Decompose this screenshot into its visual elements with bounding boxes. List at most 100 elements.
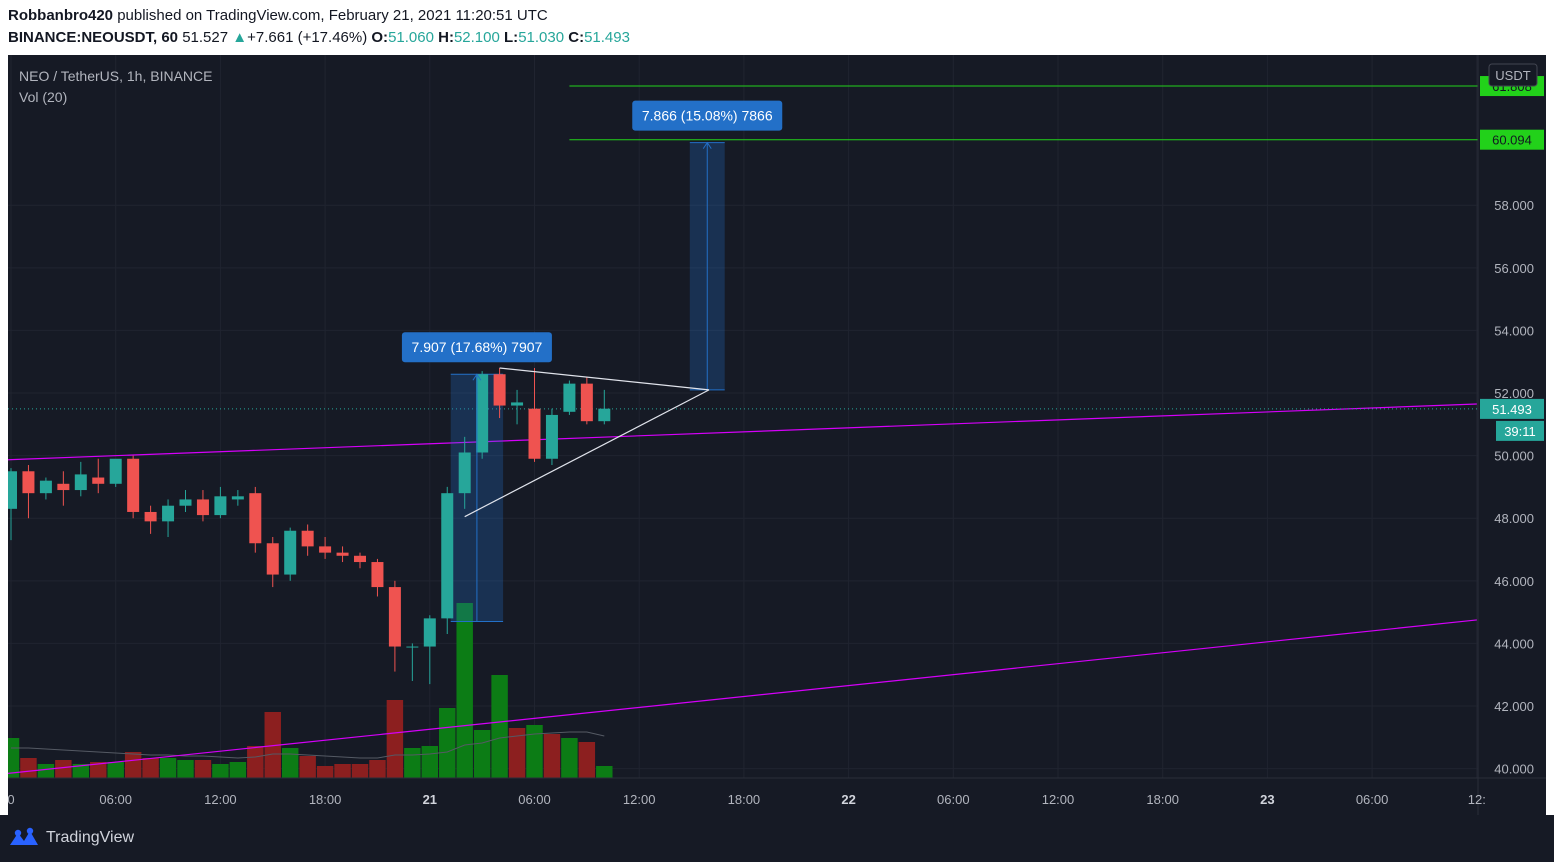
tradingview-logo-icon (10, 827, 38, 845)
measure-2-arrow-head (702, 141, 712, 149)
volume-bar (159, 758, 177, 778)
candle-body (92, 477, 105, 484)
price-tick-label: 46.000 (1494, 574, 1534, 589)
candle-body (580, 383, 593, 422)
price-chart[interactable]: 7.907 (17.68%) 7907 7.866 (15.08%) 7866 6… (8, 55, 1546, 815)
time-tick-label: 06:00 (1356, 792, 1389, 807)
volume-bar (177, 760, 194, 778)
price-tick-label: 44.000 (1494, 636, 1534, 651)
price-axis[interactable]: 61.80860.09440.00042.00044.00046.00048.0… (1477, 55, 1544, 815)
legend-volume: Vol (20) (19, 89, 67, 105)
candle-body (493, 374, 506, 406)
candle-body (336, 552, 349, 556)
currency-box (1488, 63, 1538, 87)
volume-bar (508, 728, 526, 778)
measure-1-label-box (401, 332, 552, 363)
author-name[interactable]: Robbanbro420 (8, 7, 114, 24)
symbol-ohlc-line: BINANCE:NEOUSDT, 60 51.527 ▲+7.661 (+17.… (8, 29, 630, 46)
change-arrow-icon: ▲ (232, 29, 248, 46)
chart-background (8, 55, 1546, 815)
candle-body (74, 474, 87, 491)
close-value: 51.493 (584, 29, 630, 46)
measure-1-arrow-head (472, 373, 482, 381)
countdown-label: 39:11 (1504, 424, 1536, 439)
volume-bar (281, 748, 299, 778)
candle-body (563, 383, 576, 412)
candle-body (458, 452, 471, 494)
volume-bar (229, 762, 247, 778)
volume-bar (90, 762, 107, 778)
candle-body (179, 499, 192, 506)
time-axis[interactable]: 0 06:00 12:00 18:00 21 06:00 12:00 18:00 22 06:00… (8, 777, 1546, 807)
price-tick-label: 48.000 (1494, 511, 1534, 526)
low-value: 51.030 (518, 29, 565, 46)
price-tick-label: 58.000 (1494, 198, 1534, 213)
triangle-upper-line (499, 367, 710, 391)
time-tick-label: 06:00 (99, 792, 132, 807)
candle-body (214, 496, 227, 516)
volume-bar (351, 764, 369, 778)
chart-area[interactable]: 7.907 (17.68%) 7907 7.866 (15.08%) 7866 6… (8, 55, 1546, 815)
candle-body (354, 555, 366, 563)
candle-body (109, 458, 122, 484)
high-value: 52.100 (453, 29, 500, 46)
countdown-tag (1496, 420, 1544, 441)
triangle-lower-line (464, 389, 710, 518)
volume-bar (212, 764, 229, 778)
candle-body (441, 493, 454, 619)
volume-bar (596, 766, 613, 778)
publish-header: Robbanbro420 published on TradingView.co… (0, 0, 1554, 55)
symbol-label: BINANCE:NEOUSDT, 60 (8, 29, 179, 46)
volume-bar (439, 708, 456, 778)
candle-body (162, 505, 175, 522)
currency-label: USDT (1495, 68, 1530, 83)
tradingview-logo[interactable]: TradingView (8, 827, 134, 849)
candle-body (476, 374, 489, 453)
time-tick-label: 23 (1260, 792, 1274, 807)
candle-body (388, 587, 401, 647)
time-tick-label: 12:00 (1042, 792, 1075, 807)
time-tick-label: 12: (1468, 792, 1486, 807)
volume-bar (421, 746, 439, 778)
measure-2-label: 7.866 (15.08%) 7866 (642, 108, 773, 124)
price-tick-label: 56.000 (1494, 261, 1534, 276)
time-tick-label: 18:00 (728, 792, 761, 807)
time-tick-label: 06:00 (518, 792, 551, 807)
candle-body (266, 543, 279, 575)
volume-bar (55, 760, 72, 778)
time-tick-label: 0 (8, 792, 15, 807)
target-price-tag (1480, 129, 1544, 150)
candle-body (301, 530, 314, 547)
last-price: 51.527 (182, 29, 229, 46)
price-tick-label: 50.000 (1494, 449, 1534, 464)
publish-info: Robbanbro420 published on TradingView.co… (8, 7, 548, 24)
candle-body (57, 483, 70, 491)
candles (8, 367, 611, 685)
volume-bar (456, 603, 473, 778)
volume-bar (491, 675, 508, 778)
tradingview-brand: TradingView (46, 829, 135, 846)
candle-body (406, 646, 419, 648)
lower-trendline (8, 619, 1477, 774)
price-tick-label: 52.000 (1494, 386, 1534, 401)
volume-bar (404, 748, 421, 778)
footer: TradingView (0, 815, 1554, 862)
time-tick-label: 22 (841, 792, 855, 807)
current-price-tag (1480, 398, 1544, 419)
candle-body (231, 496, 244, 500)
volume-bar (247, 746, 264, 778)
time-tick-label: 12:00 (623, 792, 656, 807)
volume-bar (526, 725, 543, 778)
volume-bar (334, 764, 351, 778)
candle-body (511, 402, 524, 406)
price-change: +7.661 (+17.46%) (247, 29, 368, 46)
volume-bar (72, 764, 90, 778)
candle-body (39, 480, 52, 494)
volume-bars (8, 603, 613, 778)
annotation-layer-front: 7.907 (17.68%) 7907 7.866 (15.08%) 7866 (401, 85, 1478, 622)
volume-bar (142, 758, 159, 778)
volume-bar (543, 734, 561, 778)
volume-bar (561, 738, 578, 778)
volume-bar (386, 700, 404, 778)
volume-bar (8, 738, 20, 778)
